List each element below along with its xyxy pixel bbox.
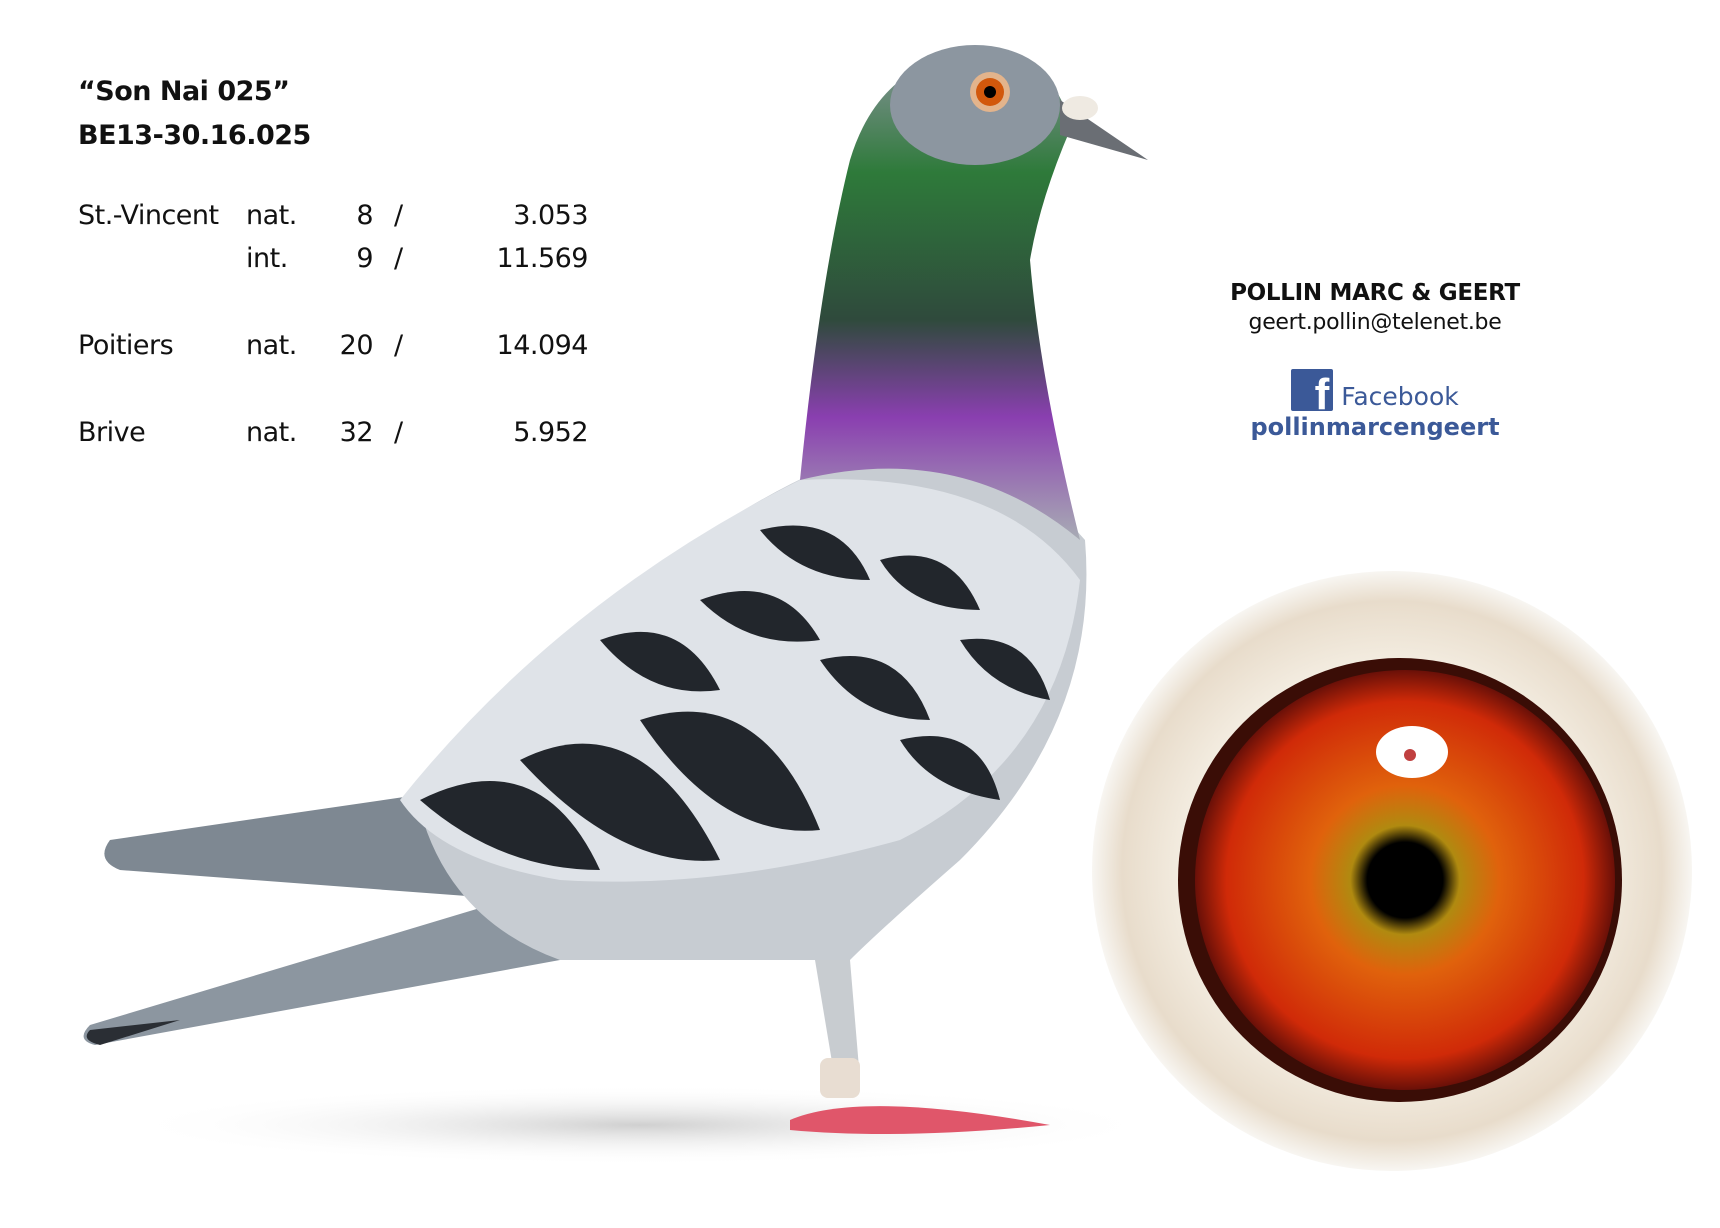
race-name: Brive [78, 417, 146, 448]
facebook-username: pollinmarcengeert [1250, 413, 1500, 441]
separator: / [394, 243, 403, 274]
race-total: 11.569 [496, 243, 589, 274]
shadow [120, 1085, 1160, 1165]
separator: / [394, 200, 403, 231]
race-name: Poitiers [78, 330, 174, 361]
race-position: 9 [356, 243, 373, 274]
separator: / [394, 417, 403, 448]
race-scope: nat. [246, 200, 297, 231]
facebook-label: Facebook [1341, 382, 1459, 411]
race-total: 14.094 [496, 330, 589, 361]
ring-number: BE13-30.16.025 [78, 120, 311, 151]
owner-name: POLLIN MARC & GEERT [1230, 280, 1520, 306]
race-scope: nat. [246, 417, 297, 448]
contact-block: POLLIN MARC & GEERT geert.pollin@telenet… [1175, 280, 1575, 441]
pigeon-name: “Son Nai 025” [78, 76, 290, 107]
race-scope: nat. [246, 330, 297, 361]
facebook-link[interactable]: f Facebook pollinmarcengeert [1175, 369, 1575, 441]
email-link[interactable]: geert.pollin@telenet.be [1248, 310, 1502, 335]
race-name: St.-Vincent [78, 200, 219, 231]
race-total: 3.053 [513, 200, 588, 231]
race-position: 8 [356, 200, 373, 231]
race-scope: int. [246, 243, 288, 274]
pigeon-header: “Son Nai 025” BE13-30.16.025 [78, 70, 311, 158]
race-total: 5.952 [513, 417, 588, 448]
separator: / [394, 330, 403, 361]
facebook-icon: f [1291, 369, 1334, 411]
race-position: 32 [339, 417, 374, 448]
race-position: 20 [339, 330, 374, 361]
